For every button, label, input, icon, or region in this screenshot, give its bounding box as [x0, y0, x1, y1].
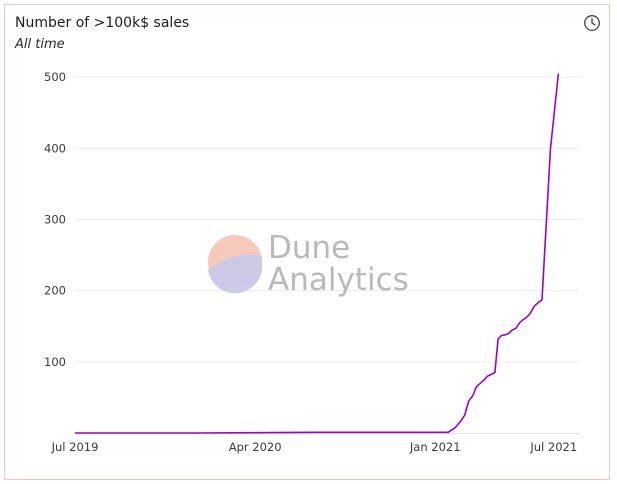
data-point[interactable]	[193, 431, 198, 436]
x-tick-label: Jul 2019	[51, 440, 99, 454]
chart-card: Number of >100k$ sales All time	[4, 4, 610, 480]
data-point[interactable]	[478, 381, 483, 386]
data-point[interactable]	[540, 297, 545, 302]
x-tick-label: Jul 2021	[529, 440, 577, 454]
y-tick-label: 200	[44, 284, 66, 298]
data-point[interactable]	[459, 418, 464, 423]
data-point[interactable]	[492, 370, 497, 375]
data-point[interactable]	[543, 238, 548, 243]
y-tick-label: 400	[44, 141, 66, 155]
data-point[interactable]	[466, 398, 471, 403]
y-tick-label: 300	[44, 212, 66, 226]
x-axis-labels: Jul 2019 Apr 2020 Jan 2021 Jul 2021	[51, 440, 578, 454]
watermark-line1: Dune	[268, 230, 350, 266]
data-point[interactable]	[446, 430, 451, 435]
y-axis-labels: 100 200 300 400 500	[44, 70, 66, 369]
data-point[interactable]	[433, 430, 438, 435]
chart-title: Number of >100k$ sales	[15, 15, 190, 31]
data-point[interactable]	[548, 146, 553, 151]
data-point[interactable]	[474, 384, 479, 389]
series-layer	[73, 71, 561, 436]
x-tick-label: Apr 2020	[229, 440, 282, 454]
data-point[interactable]	[506, 331, 511, 336]
data-point[interactable]	[470, 393, 475, 398]
x-tick-label: Jan 2021	[409, 440, 461, 454]
data-point[interactable]	[73, 431, 78, 436]
data-point[interactable]	[532, 304, 537, 309]
watermark-line2: Analytics	[268, 262, 409, 298]
series-line-0[interactable]	[75, 73, 560, 434]
dune-analytics-watermark: Dune Analytics	[208, 230, 409, 298]
chart-subtitle: All time	[15, 37, 65, 52]
data-point[interactable]	[462, 413, 467, 418]
y-tick-label: 500	[44, 70, 66, 84]
data-point[interactable]	[312, 430, 317, 435]
data-point[interactable]	[453, 425, 458, 430]
data-point[interactable]	[513, 326, 518, 331]
data-point[interactable]	[528, 311, 533, 316]
data-point[interactable]	[556, 71, 561, 76]
grid-lines	[75, 76, 580, 434]
y-tick-label: 100	[44, 355, 66, 369]
clock-icon[interactable]	[583, 14, 601, 32]
